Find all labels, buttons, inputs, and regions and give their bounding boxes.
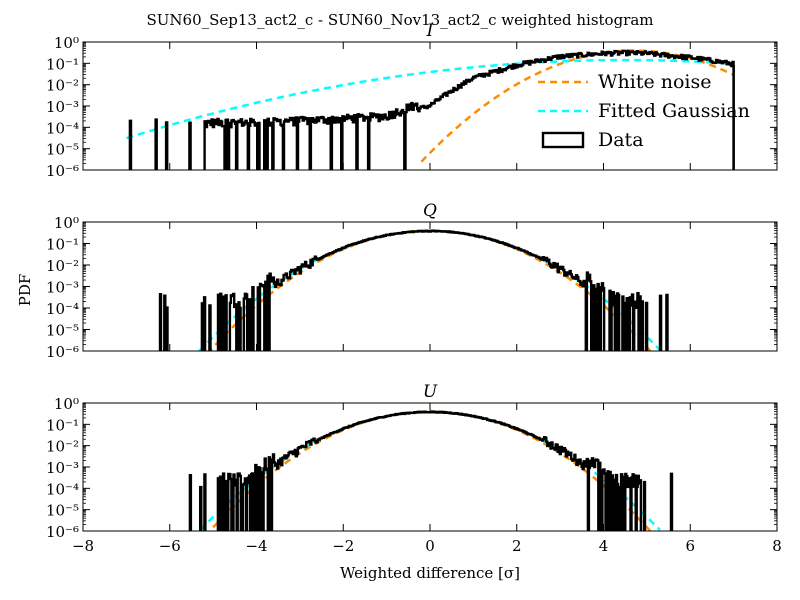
x-tick-label: 4: [599, 537, 609, 555]
y-tick-label: 10⁻²: [46, 438, 79, 456]
y-tick-label: 10⁻⁶: [46, 523, 79, 541]
x-axis-label: Weighted difference [σ]: [340, 564, 520, 582]
panel-title: I: [426, 21, 434, 41]
legend-label: Data: [598, 129, 644, 151]
x-tick-label: 0: [425, 537, 435, 555]
y-tick-label: 10⁻⁴: [46, 119, 79, 137]
x-tick-label: 6: [685, 537, 695, 555]
panel-title: Q: [423, 201, 437, 221]
y-tick-label: 10⁻⁵: [46, 502, 79, 520]
series-line: [212, 410, 652, 531]
y-tick-label: 10⁻³: [46, 459, 79, 477]
panel-title: U: [423, 382, 438, 402]
y-tick-label: 10⁻¹: [46, 236, 79, 254]
y-tick-label: 10⁻⁴: [46, 480, 79, 498]
x-tick-label: −6: [159, 537, 181, 555]
y-axis-label: PDF: [16, 274, 34, 307]
y-tick-label: 10⁻³: [46, 98, 79, 116]
plot-area: [177, 410, 674, 531]
y-tick-label: 10⁻²: [46, 77, 79, 95]
histogram-outline: [125, 49, 735, 170]
panel-I: I 10⁻⁶ 10⁻⁵ 10⁻⁴ 10⁻³ 10⁻² 10⁻¹ 10⁰: [46, 21, 778, 180]
panel-U: U 10⁻⁶ 10⁻⁵ 10⁻⁴ 10⁻³ 10⁻² 10⁻¹ 10⁰ −8 −6 −4 −2 0 2 4 6…: [46, 382, 782, 555]
x-tick-label: 2: [512, 537, 522, 555]
legend-swatch: [541, 131, 585, 149]
plot-area: [125, 49, 735, 170]
data-histogram: [156, 229, 669, 351]
x-tick-label: −4: [245, 537, 267, 555]
data-histogram: [125, 49, 735, 170]
legend: White noise Fitted Gaussian Data: [538, 71, 750, 151]
y-tick-label: 10⁰: [54, 34, 79, 52]
y-tick-label: 10⁻³: [46, 279, 79, 297]
y-tick-label: 10⁰: [54, 214, 79, 232]
y-tick-label: 10⁻⁵: [46, 141, 79, 159]
x-tick-label: 8: [772, 537, 782, 555]
y-tick-label: 10⁻⁴: [46, 300, 79, 318]
data-histogram: [177, 410, 674, 531]
histogram-outline: [156, 229, 669, 351]
y-tick-label: 10⁻¹: [46, 55, 79, 73]
y-tick-label: 10⁻⁶: [46, 343, 79, 361]
figure-title: SUN60_Sep13_act2_c - SUN60_Nov13_act2_c …: [146, 11, 653, 29]
y-tick-label: 10⁻⁶: [46, 162, 79, 180]
series-line: [208, 229, 652, 351]
panel-Q: Q 10⁻⁶ 10⁻⁵ 10⁻⁴ 10⁻³ 10⁻² 10⁻¹ 10⁰: [46, 201, 778, 361]
legend-label: Fitted Gaussian: [598, 100, 750, 122]
histogram-outline: [177, 410, 674, 531]
y-tick-label: 10⁻⁵: [46, 322, 79, 340]
plot-area: [156, 229, 669, 351]
legend-label: White noise: [598, 71, 712, 93]
x-tick-label: −8: [72, 537, 94, 555]
x-tick-label: −2: [332, 537, 354, 555]
y-tick-label: 10⁻¹: [46, 416, 79, 434]
y-tick-label: 10⁻²: [46, 257, 79, 275]
axes-frame: [82, 221, 778, 352]
y-tick-label: 10⁰: [54, 395, 79, 413]
